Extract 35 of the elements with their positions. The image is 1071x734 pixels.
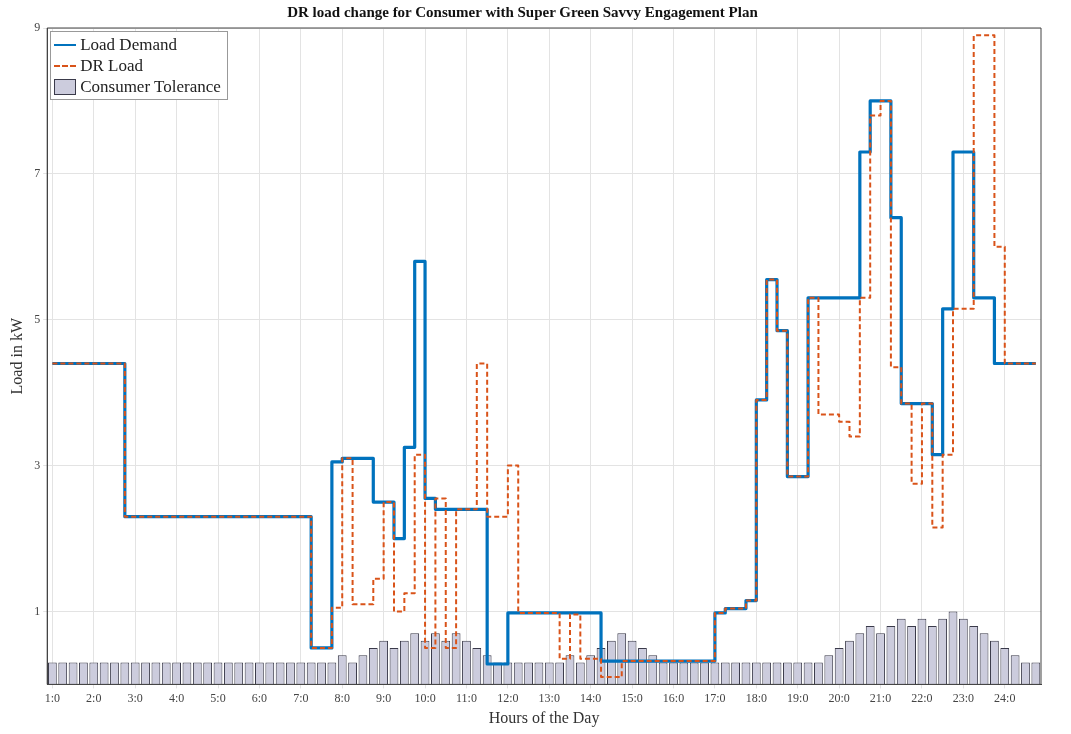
x-tick-label: 19:0 <box>787 690 809 705</box>
legend-label: Consumer Tolerance <box>80 76 221 97</box>
x-tick-label: 21:0 <box>869 690 892 705</box>
x-tick-label: 1:0 <box>44 690 61 705</box>
y-axis-title: Load in kW <box>7 317 25 395</box>
y-tick-label: 9 <box>34 20 41 35</box>
x-tick-label: 14:0 <box>580 690 602 705</box>
x-tick-label: 9:0 <box>375 690 392 705</box>
x-tick-label: 4:0 <box>168 690 185 705</box>
x-tick-label: 6:0 <box>251 690 268 705</box>
x-tick-label: 7:0 <box>293 690 309 705</box>
x-tick-label: 3:0 <box>127 690 143 705</box>
x-tick-label: 2:0 <box>86 690 102 705</box>
x-tick-label: 13:0 <box>538 690 560 705</box>
x-tick-label: 8:0 <box>334 690 350 705</box>
chart-title: DR load change for Consumer with Super Green Savvy Engagement Plan <box>287 3 759 20</box>
x-tick-label: 15:0 <box>621 690 643 705</box>
y-tick-label: 5 <box>34 311 41 326</box>
x-tick-label: 22:0 <box>911 690 933 705</box>
x-tick-label: 5:0 <box>210 690 226 705</box>
x-tick-label: 18:0 <box>745 690 767 705</box>
y-tick-label: 7 <box>34 166 41 181</box>
x-tick-label: 10:0 <box>414 690 436 705</box>
legend-label: DR Load <box>80 55 143 76</box>
x-tick-label: 20:0 <box>828 690 850 705</box>
x-tick-label: 11:0 <box>456 690 477 705</box>
legend-label: Load Demand <box>80 34 177 55</box>
x-tick-label: 16:0 <box>662 690 685 705</box>
x-tick-label: 17:0 <box>704 690 726 705</box>
x-axis-title: Hours of the Day <box>488 708 600 727</box>
x-tick-label: 12:0 <box>497 690 519 705</box>
x-tick-label: 23:0 <box>952 690 975 705</box>
y-tick-label: 3 <box>34 457 41 472</box>
y-tick-label: 1 <box>34 603 41 618</box>
x-tick-label: 24:0 <box>994 690 1016 705</box>
